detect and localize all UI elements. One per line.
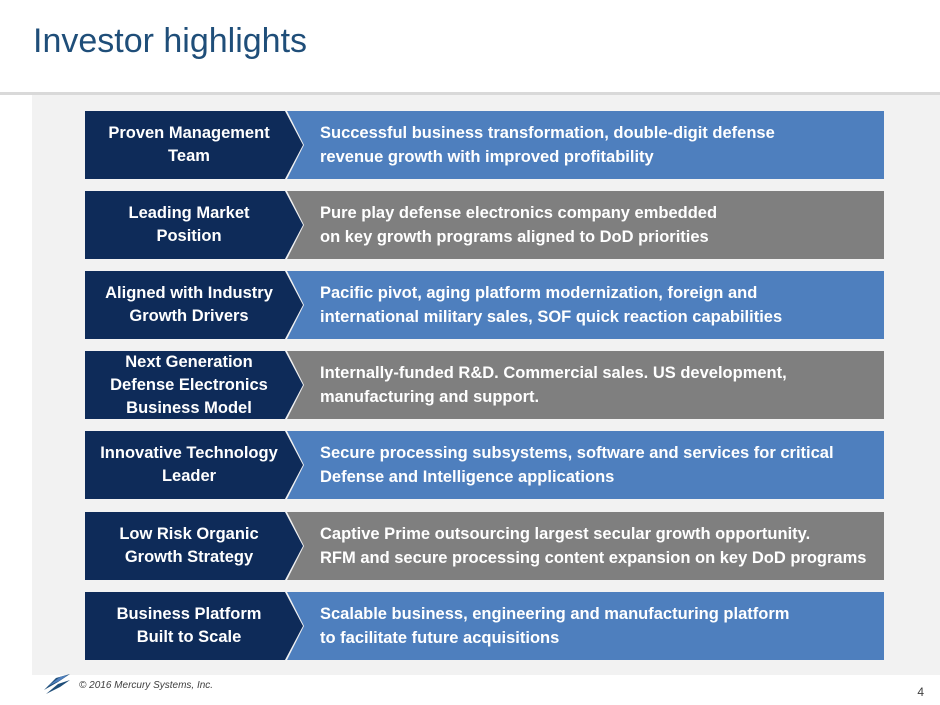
highlight-text: Successful business transformation, doub… (287, 111, 884, 179)
highlight-label: Business Platform Built to Scale (85, 592, 303, 660)
highlight-row: Business Platform Built to Scale Scalabl… (0, 592, 940, 660)
page-title: Investor highlights (33, 22, 308, 60)
highlight-label: Aligned with Industry Growth Drivers (85, 271, 303, 339)
copyright-text: © 2016 Mercury Systems, Inc. (79, 680, 214, 691)
highlight-row: Next Generation Defense Electronics Busi… (0, 351, 940, 419)
highlight-label: Proven Management Team (85, 111, 303, 179)
highlight-row: Leading Market Position Pure play defens… (0, 191, 940, 259)
highlight-text: Pacific pivot, aging platform modernizat… (287, 271, 884, 339)
mercury-logo-icon (44, 674, 70, 694)
highlight-row: Proven Management Team Successful busine… (0, 111, 940, 179)
highlight-row: Innovative Technology Leader Secure proc… (0, 431, 940, 499)
highlight-text: Pure play defense electronics company em… (287, 191, 884, 259)
highlight-label: Innovative Technology Leader (85, 431, 303, 499)
highlight-label: Low Risk Organic Growth Strategy (85, 512, 303, 580)
highlight-row: Low Risk Organic Growth Strategy Captive… (0, 512, 940, 580)
highlight-text: Secure processing subsystems, software a… (287, 431, 884, 499)
highlight-text: Internally-funded R&D. Commercial sales.… (287, 351, 884, 419)
highlight-label: Leading Market Position (85, 191, 303, 259)
title-divider (0, 92, 940, 95)
highlight-text: Captive Prime outsourcing largest secula… (287, 512, 884, 580)
page-number: 4 (917, 685, 924, 699)
highlight-row: Aligned with Industry Growth Drivers Pac… (0, 271, 940, 339)
highlight-label: Next Generation Defense Electronics Busi… (85, 351, 303, 419)
highlight-text: Scalable business, engineering and manuf… (287, 592, 884, 660)
